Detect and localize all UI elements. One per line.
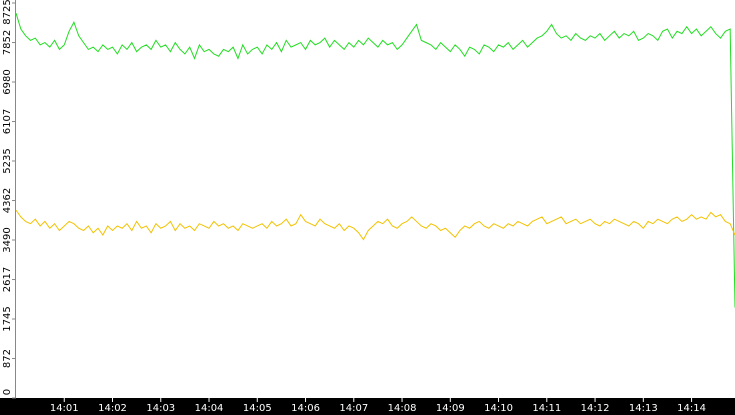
y-tick-label: 3490 (2, 227, 13, 252)
y-tick-label: 872 (2, 349, 13, 368)
x-tick-label: 14:04 (195, 403, 224, 414)
y-tick-label: 6980 (2, 69, 13, 94)
x-tick-label: 14:07 (339, 403, 368, 414)
y-tick-label: 6107 (2, 109, 13, 134)
y-tick-label: 8725 (2, 0, 13, 25)
x-tick-label: 14:06 (291, 403, 320, 414)
x-tick-label: 14:12 (581, 403, 610, 414)
x-tick-label: 14:01 (50, 403, 79, 414)
x-tick-label: 14:14 (677, 403, 706, 414)
y-tick-label: 1745 (2, 306, 13, 331)
y-tick-label: 0 (2, 389, 13, 395)
y-tick-label: 2617 (2, 267, 13, 292)
x-tick-label: 14:05 (243, 403, 272, 414)
x-tick-label: 14:08 (388, 403, 417, 414)
series-line (15, 209, 735, 241)
x-tick-label: 14:09 (436, 403, 465, 414)
y-tick-label: 7852 (2, 30, 13, 55)
x-tick-label: 14:11 (532, 403, 561, 414)
x-tick-label: 14:10 (484, 403, 513, 414)
x-axis-band (0, 398, 735, 415)
y-tick-label: 5235 (2, 148, 13, 173)
y-tick-label: 4362 (2, 188, 13, 213)
x-tick-label: 14:13 (629, 403, 658, 414)
x-tick-label: 14:02 (98, 403, 127, 414)
series-line (15, 13, 735, 308)
x-tick-label: 14:03 (146, 403, 175, 414)
